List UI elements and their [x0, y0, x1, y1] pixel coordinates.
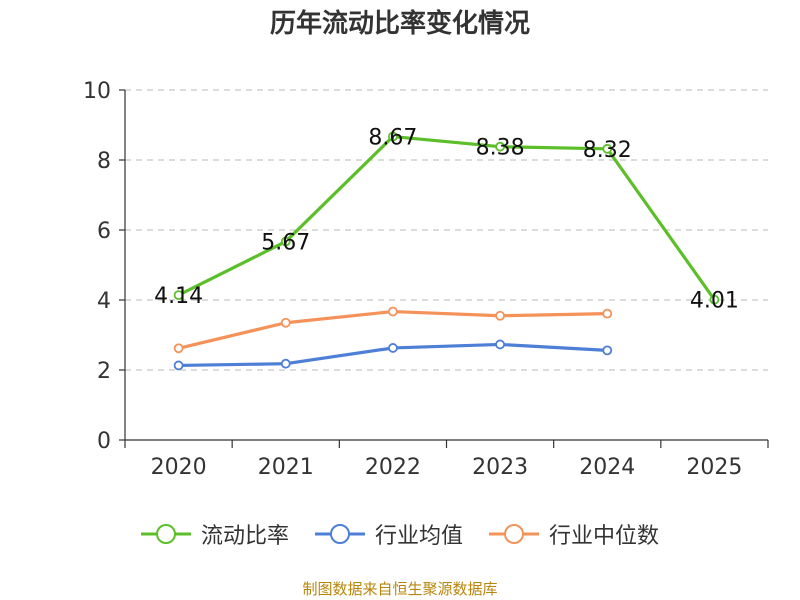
- legend-marker-icon: [140, 524, 191, 544]
- source-note: 制图数据来自恒生聚源数据库: [302, 580, 498, 598]
- legend-item[interactable]: 行业中位数: [489, 518, 659, 550]
- x-tick-label: 2021: [258, 455, 314, 480]
- legend-label: 流动比率: [200, 524, 289, 549]
- y-tick-label: 4: [97, 289, 111, 314]
- series-line: [177, 134, 716, 301]
- data-point: [173, 290, 184, 301]
- legend: 流动比率 行业均值 行业中位数: [0, 518, 800, 550]
- data-point: [280, 358, 291, 369]
- data-point: [495, 141, 505, 152]
- data-point: [709, 294, 720, 305]
- x-tick-label: 2025: [686, 455, 742, 480]
- data-point: [280, 317, 291, 328]
- legend-marker-icon: [489, 524, 539, 544]
- x-tick-label: 2024: [579, 455, 635, 480]
- data-label: 8.32: [583, 138, 632, 163]
- y-tick-label: 0: [97, 429, 111, 454]
- data-point: [388, 343, 398, 353]
- data-label: 8.38: [476, 136, 525, 161]
- data-point: [280, 236, 291, 247]
- data-point: [388, 306, 398, 317]
- data-point: [602, 345, 613, 356]
- data-point: [495, 310, 505, 321]
- data-point: [602, 308, 613, 319]
- data-label: 4.01: [690, 289, 739, 314]
- legend-label: 行业中位数: [549, 524, 660, 549]
- series-line: [178, 309, 608, 350]
- data-point: [495, 339, 505, 350]
- data-point: [173, 360, 184, 371]
- x-tick-label: 2020: [151, 455, 207, 480]
- data-point: [388, 131, 398, 142]
- data-label: 5.67: [261, 231, 310, 256]
- legend-marker-icon: [314, 524, 365, 544]
- legend-item[interactable]: 流动比率: [140, 518, 289, 550]
- data-label: 4.14: [154, 284, 203, 309]
- data-point: [602, 143, 613, 154]
- y-tick-label: 2: [97, 359, 111, 384]
- y-tick-label: 8: [97, 149, 111, 174]
- data-label: 8.67: [368, 126, 417, 151]
- legend-label: 行业均值: [374, 524, 463, 549]
- x-tick-label: 2023: [472, 455, 528, 480]
- chart-title: 历年流动比率变化情况: [269, 9, 530, 39]
- y-tick-label: 10: [83, 79, 111, 104]
- x-tick-label: 2022: [365, 455, 421, 480]
- legend-item[interactable]: 行业均值: [314, 518, 463, 550]
- y-tick-label: 6: [97, 219, 111, 244]
- data-point: [173, 343, 184, 354]
